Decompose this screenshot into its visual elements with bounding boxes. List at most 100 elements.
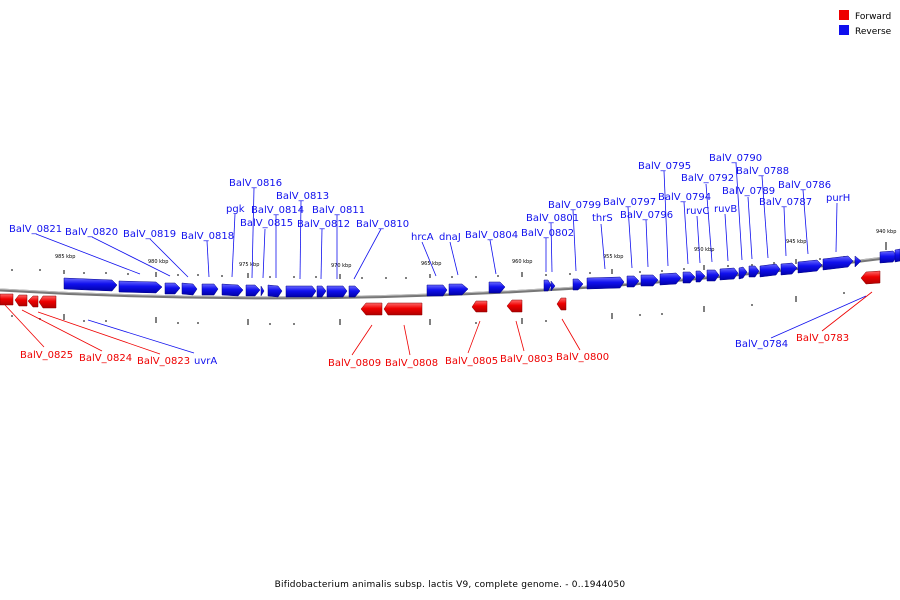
label-thrS[interactable]: thrS: [592, 213, 613, 224]
label-balv0819[interactable]: BalV_0819: [123, 229, 176, 240]
gene-balv0800[interactable]: [556, 297, 567, 311]
label-balv0821[interactable]: BalV_0821: [9, 224, 62, 235]
tick-label-945: 945 kbp: [786, 239, 806, 245]
label-balv0805[interactable]: BalV_0805: [445, 356, 498, 367]
gene-balv0805[interactable]: [471, 300, 488, 313]
gene-balv0808[interactable]: [383, 302, 423, 316]
label-balv0797[interactable]: BalV_0797: [603, 197, 656, 208]
gene-purH[interactable]: [822, 255, 854, 271]
gene-balv0819[interactable]: [164, 282, 181, 295]
label-ruvB[interactable]: ruvB: [714, 204, 737, 215]
label-balv0787[interactable]: BalV_0787: [759, 197, 812, 208]
gene-balv0792[interactable]: [706, 269, 720, 282]
label-balv0811[interactable]: BalV_0811: [312, 205, 365, 216]
label-balv0792[interactable]: BalV_0792: [681, 173, 734, 184]
tick-label-970: 970 kbp: [331, 263, 351, 269]
gene-balv0823[interactable]: [38, 295, 57, 309]
gene-balv0811[interactable]: [316, 285, 327, 298]
gene-balv0825b[interactable]: [14, 294, 28, 307]
label-pgk[interactable]: pgk: [226, 204, 245, 215]
gene-balv0803[interactable]: [506, 299, 523, 313]
gene-edge-right[interactable]: [894, 248, 900, 263]
label-balv0789[interactable]: BalV_0789: [722, 186, 775, 197]
label-balv0814[interactable]: BalV_0814: [251, 205, 304, 216]
gene-dnaJ[interactable]: [448, 283, 469, 296]
tick-label-960: 960 kbp: [512, 259, 532, 265]
label-balv0788[interactable]: BalV_0788: [736, 166, 789, 177]
label-balv0790[interactable]: BalV_0790: [709, 153, 762, 164]
label-balv0799[interactable]: BalV_0799: [548, 200, 601, 211]
gene-balv0812[interactable]: [285, 285, 317, 298]
gene-balv0821[interactable]: [63, 277, 118, 292]
gene-ruvB[interactable]: [719, 267, 739, 281]
gene-balv0784[interactable]: [879, 250, 898, 264]
label-balv0804[interactable]: BalV_0804: [465, 230, 518, 241]
gene-balv0813[interactable]: [267, 284, 283, 298]
gene-balv0802[interactable]: [543, 279, 552, 292]
label-balv0818[interactable]: BalV_0818: [181, 231, 234, 242]
label-balv0786[interactable]: BalV_0786: [778, 180, 831, 191]
gene-thrS[interactable]: [586, 276, 625, 290]
gene-balv0783[interactable]: [860, 270, 881, 285]
label-balv0825[interactable]: BalV_0825: [20, 350, 73, 361]
label-balv0823[interactable]: BalV_0823: [137, 356, 190, 367]
gene-balv0799[interactable]: [572, 278, 584, 291]
gene-balv0810b[interactable]: [348, 285, 361, 298]
gene-hrcA[interactable]: [426, 284, 448, 297]
upper-minor-ticks: [11, 256, 845, 279]
gene-balv0797[interactable]: [626, 275, 640, 288]
gene-balv0794[interactable]: [682, 271, 696, 284]
label-balv0824[interactable]: BalV_0824: [79, 353, 132, 364]
label-ruvC[interactable]: ruvC: [686, 206, 709, 217]
label-balv0808[interactable]: BalV_0808: [385, 358, 438, 369]
label-balv0803[interactable]: BalV_0803: [500, 354, 553, 365]
gene-balv0788[interactable]: [759, 263, 781, 278]
label-hrcA[interactable]: hrcA: [411, 232, 434, 243]
gene-balv0790[interactable]: [738, 266, 748, 280]
label-balv0783[interactable]: BalV_0783: [796, 333, 849, 344]
gene-balv0801[interactable]: [550, 280, 556, 292]
label-balv0810[interactable]: BalV_0810: [356, 219, 409, 230]
lower-ticks: [11, 292, 845, 325]
leader-lines-forward: [4, 291, 873, 356]
label-balv0815[interactable]: BalV_0815: [240, 218, 293, 229]
gene-balv0809[interactable]: [360, 302, 383, 316]
gene-purH-b[interactable]: [854, 255, 862, 268]
gene-balv0816[interactable]: [221, 283, 244, 297]
tick-label-940: 940 kbp: [876, 229, 896, 235]
gene-balv0795[interactable]: [659, 272, 682, 286]
gene-balv0796[interactable]: [640, 274, 659, 287]
gene-balv0786[interactable]: [797, 259, 823, 274]
label-balv0794[interactable]: BalV_0794: [658, 192, 711, 203]
label-dnaJ[interactable]: dnaJ: [439, 232, 461, 243]
label-balv0795[interactable]: BalV_0795: [638, 161, 691, 172]
gene-balv0818[interactable]: [181, 282, 198, 296]
label-balv0800[interactable]: BalV_0800: [556, 352, 609, 363]
gene-pgk[interactable]: [201, 283, 219, 296]
gene-balv0804[interactable]: [488, 281, 506, 294]
leader-lines-reverse: [35, 162, 867, 354]
label-purH[interactable]: purH: [826, 193, 850, 204]
label-balv0813[interactable]: BalV_0813: [276, 191, 329, 202]
label-balv0809[interactable]: BalV_0809: [328, 358, 381, 369]
gene-balv0787[interactable]: [780, 262, 798, 276]
gene-balv0824[interactable]: [27, 295, 39, 308]
gene-balv0825[interactable]: [0, 293, 14, 306]
gene-balv0815[interactable]: [245, 284, 261, 297]
label-balv0820[interactable]: BalV_0820: [65, 227, 118, 238]
legend-reverse-label: Reverse: [855, 27, 892, 37]
gene-balv0814[interactable]: [260, 285, 265, 297]
label-balv0784[interactable]: BalV_0784: [735, 339, 788, 350]
label-balv0816[interactable]: BalV_0816: [229, 178, 282, 189]
gene-balv0810[interactable]: [326, 285, 348, 298]
gene-balv0820[interactable]: [118, 280, 163, 294]
label-balv0812[interactable]: BalV_0812: [297, 219, 350, 230]
gene-ruvC[interactable]: [695, 270, 706, 283]
label-uvrA[interactable]: uvrA: [194, 356, 217, 367]
tick-label-950: 950 kbp: [694, 247, 714, 253]
gene-balv0789[interactable]: [748, 265, 760, 278]
label-balv0796[interactable]: BalV_0796: [620, 210, 673, 221]
label-balv0802[interactable]: BalV_0802: [521, 228, 574, 239]
label-balv0801[interactable]: BalV_0801: [526, 213, 579, 224]
